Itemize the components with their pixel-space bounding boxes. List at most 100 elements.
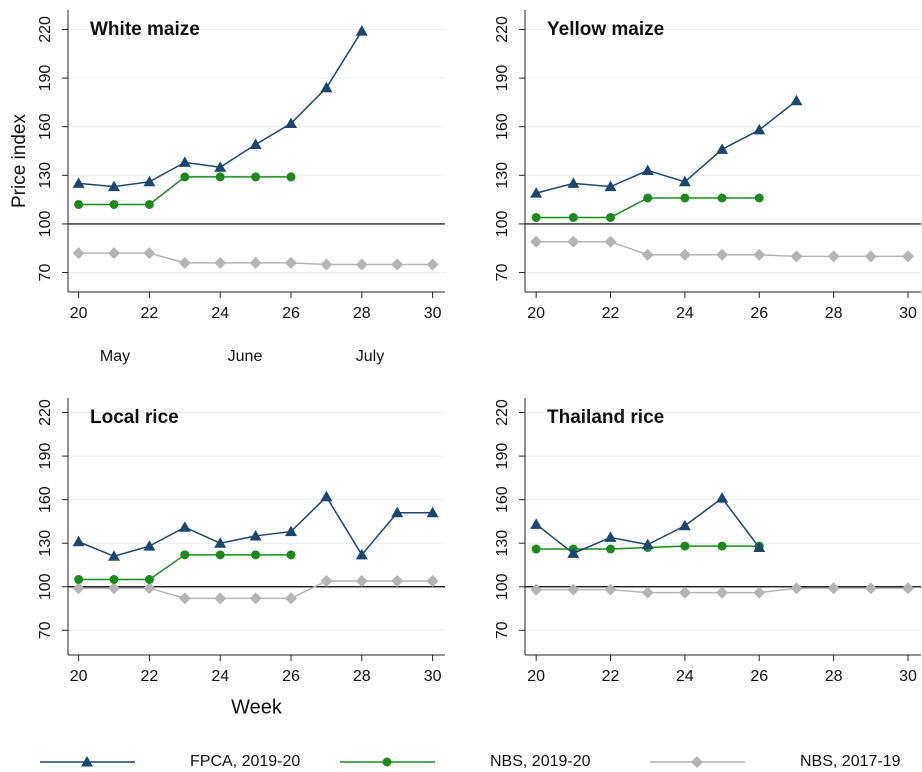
marker — [604, 235, 617, 248]
marker — [753, 541, 766, 553]
marker — [355, 548, 368, 560]
marker — [531, 544, 541, 554]
marker — [604, 583, 617, 596]
marker — [716, 248, 729, 261]
marker — [717, 541, 727, 551]
y-tick-label: 70 — [494, 621, 511, 639]
marker — [286, 550, 296, 560]
marker — [355, 574, 368, 587]
marker — [249, 529, 262, 541]
marker — [108, 582, 121, 595]
month-label: May — [100, 348, 130, 365]
marker — [74, 574, 84, 584]
marker — [391, 574, 404, 587]
month-label: July — [356, 348, 384, 365]
marker — [641, 248, 654, 261]
marker — [790, 582, 803, 595]
marker — [215, 172, 225, 182]
marker — [678, 175, 691, 187]
x-tick-label: 26 — [282, 305, 300, 322]
x-tick-label: 22 — [141, 668, 159, 685]
marker — [530, 187, 543, 198]
panel-title: White maize — [90, 19, 200, 40]
marker — [109, 574, 119, 584]
x-tick-label: 24 — [676, 305, 694, 322]
marker — [249, 256, 262, 269]
marker — [567, 235, 580, 248]
marker — [680, 193, 690, 203]
marker — [178, 256, 191, 269]
marker — [108, 247, 121, 260]
marker — [604, 180, 617, 192]
x-tick-label: 26 — [750, 668, 768, 685]
y-tick-label: 190 — [494, 65, 511, 92]
marker — [109, 199, 119, 209]
panel: 70 100 130 160 190 220 20 22 24 26 28 30 Yellow maiz… — [494, 10, 921, 322]
marker — [606, 212, 616, 222]
panel-title: Yellow maize — [547, 19, 664, 40]
legend-marker — [81, 756, 93, 767]
marker — [790, 94, 803, 106]
y-tick-label: 220 — [37, 399, 54, 426]
marker — [530, 518, 543, 529]
marker — [391, 506, 404, 518]
marker — [716, 143, 729, 154]
y-tick-label: 70 — [37, 621, 54, 639]
series-line — [535, 100, 797, 194]
marker — [180, 550, 190, 560]
marker — [901, 250, 914, 263]
marker — [753, 123, 766, 135]
y-tick-label: 70 — [494, 264, 511, 282]
marker — [320, 81, 333, 93]
marker — [214, 256, 227, 269]
marker — [827, 582, 840, 595]
marker — [144, 574, 154, 584]
panel: 70 100 130 160 190 220 20 22 24 26 28 30 Thailand ri… — [494, 398, 921, 685]
y-tick-label: 160 — [37, 113, 54, 140]
y-tick-label: 130 — [37, 162, 54, 189]
y-tick-label: 100 — [37, 573, 54, 600]
month-label: June — [228, 348, 263, 365]
marker — [641, 586, 654, 599]
legend-label: NBS, 2017-19 — [800, 753, 901, 770]
marker — [108, 550, 121, 561]
marker — [215, 550, 225, 560]
y-tick-label: 100 — [494, 210, 511, 237]
x-tick-label: 20 — [527, 305, 545, 322]
marker — [178, 156, 191, 167]
marker — [530, 235, 543, 248]
marker — [285, 592, 298, 605]
x-tick-label: 20 — [527, 668, 545, 685]
marker — [72, 582, 85, 595]
marker — [72, 535, 85, 547]
marker — [790, 250, 803, 263]
marker — [604, 531, 617, 542]
marker — [531, 212, 541, 222]
marker — [643, 193, 653, 203]
x-tick-label: 22 — [141, 305, 159, 322]
marker — [678, 248, 691, 261]
marker — [251, 550, 261, 560]
marker — [143, 582, 156, 595]
marker — [108, 180, 121, 192]
marker — [180, 172, 190, 182]
marker — [641, 538, 654, 550]
marker — [864, 250, 877, 263]
y-tick-label: 160 — [494, 486, 511, 513]
marker — [641, 164, 654, 175]
marker — [72, 177, 85, 188]
marker — [285, 525, 298, 537]
y-tick-label: 100 — [494, 573, 511, 600]
marker — [355, 258, 368, 271]
marker — [144, 199, 154, 209]
marker — [355, 25, 368, 36]
marker — [426, 574, 439, 587]
x-tick-label: 26 — [750, 305, 768, 322]
marker — [567, 177, 580, 188]
marker — [320, 574, 333, 587]
marker — [753, 586, 766, 599]
legend-marker — [382, 757, 392, 767]
series-line — [78, 495, 433, 558]
x-tick-label: 22 — [602, 305, 620, 322]
marker — [249, 138, 262, 150]
